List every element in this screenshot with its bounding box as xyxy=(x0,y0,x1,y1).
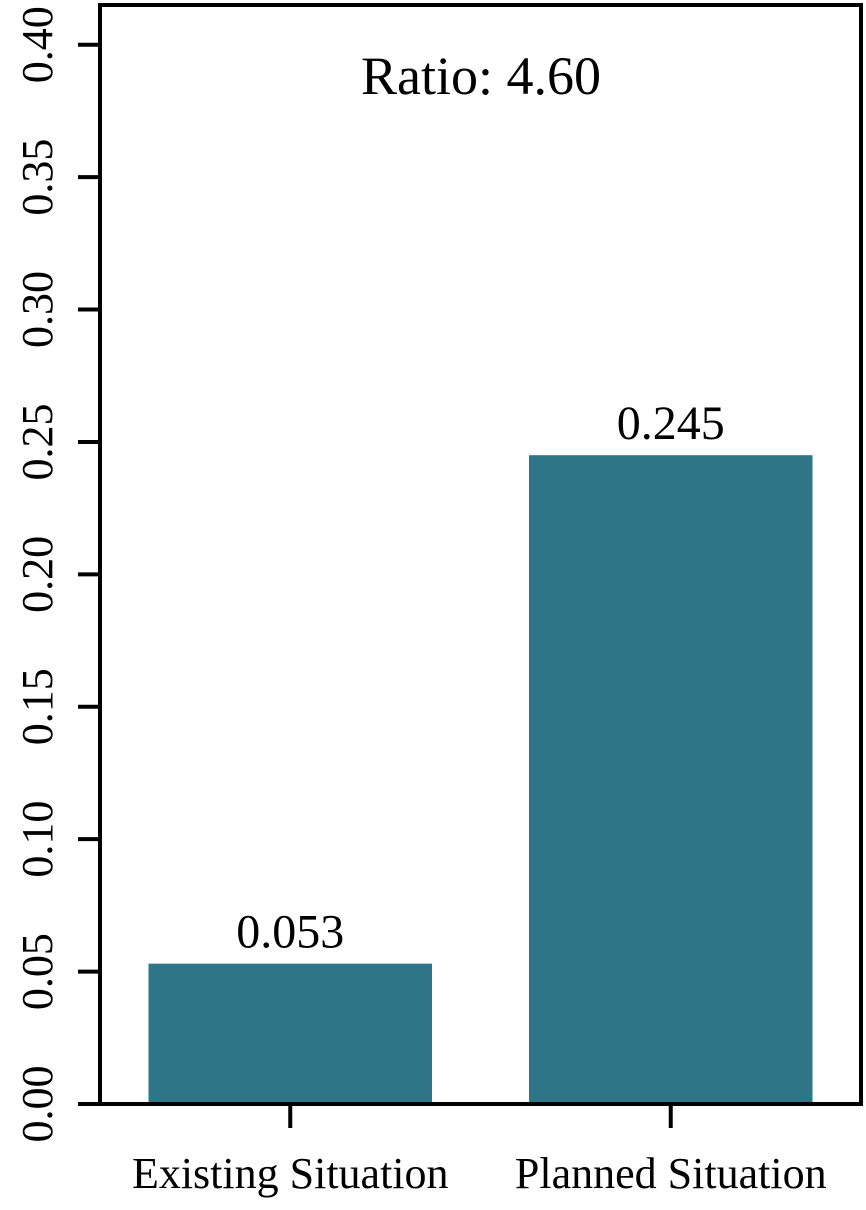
x-axis: Existing Situation Planned Situation xyxy=(132,1104,827,1198)
y-tick-label: 0.00 xyxy=(13,1066,62,1143)
bar-value-label: 0.245 xyxy=(617,397,725,450)
plot-frame xyxy=(98,3,863,1106)
y-tick-label: 0.10 xyxy=(13,801,62,878)
bar-planned-situation xyxy=(529,455,813,1105)
y-tick-label: 0.20 xyxy=(13,536,62,613)
x-tick-label: Existing Situation xyxy=(132,1149,449,1198)
y-tick-label: 0.35 xyxy=(13,139,62,216)
bar-existing-situation xyxy=(148,963,432,1104)
bar-value-label: 0.053 xyxy=(236,906,344,959)
x-tick-label: Planned Situation xyxy=(515,1149,827,1198)
y-tick-label: 0.30 xyxy=(13,271,62,348)
y-tick-label: 0.25 xyxy=(13,403,62,480)
y-tick-label: 0.15 xyxy=(13,668,62,745)
ratio-annotation: Ratio: 4.60 xyxy=(361,46,601,106)
bars: 0.053 0.245 xyxy=(148,397,813,1105)
y-tick-label: 0.40 xyxy=(13,6,62,83)
y-axis: 0.00 0.05 0.10 0.15 0.20 0.25 0.30 0.35 0.40 xyxy=(13,6,100,1143)
y-tick-label: 0.05 xyxy=(13,933,62,1010)
